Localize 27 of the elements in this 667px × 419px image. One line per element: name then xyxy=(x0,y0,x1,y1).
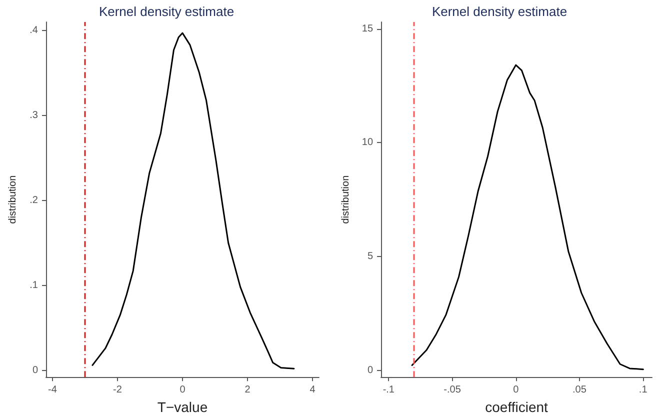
x-tick-label: 0 xyxy=(180,384,186,396)
y-axis-title: distribution xyxy=(340,175,352,224)
line-series xyxy=(411,64,644,370)
y-tick-label: 0 xyxy=(32,364,38,376)
x-tick-label: 0 xyxy=(513,384,520,396)
line-series xyxy=(92,32,295,370)
x-tick-label: -2 xyxy=(113,384,122,396)
y-tick-label: .3 xyxy=(30,110,38,121)
x-tick-label: -.1 xyxy=(382,384,395,396)
y-axis-title: distribution xyxy=(8,175,18,224)
y-tick-label: .1 xyxy=(30,280,38,291)
y-tick-label: 15 xyxy=(362,23,374,34)
x-axis-title: coefficient xyxy=(485,399,548,415)
x-tick-label: 4 xyxy=(310,384,316,396)
x-axis-title: T−value xyxy=(157,399,208,415)
x-tick-label: -4 xyxy=(48,384,58,396)
y-tick-label: 5 xyxy=(367,250,374,262)
y-tick-label: 10 xyxy=(362,137,374,148)
y-tick-label: .4 xyxy=(30,24,38,36)
chart-title: Kernel density estimate xyxy=(432,4,568,19)
y-tick-label: .2 xyxy=(30,194,38,206)
chart-title: Kernel density estimate xyxy=(98,4,234,19)
x-tick-label: .1 xyxy=(638,384,648,396)
y-tick-label: 0 xyxy=(367,364,374,376)
x-tick-label: 2 xyxy=(244,384,251,396)
x-tick-label: .05 xyxy=(572,384,587,396)
x-tick-label: -.05 xyxy=(444,384,462,396)
